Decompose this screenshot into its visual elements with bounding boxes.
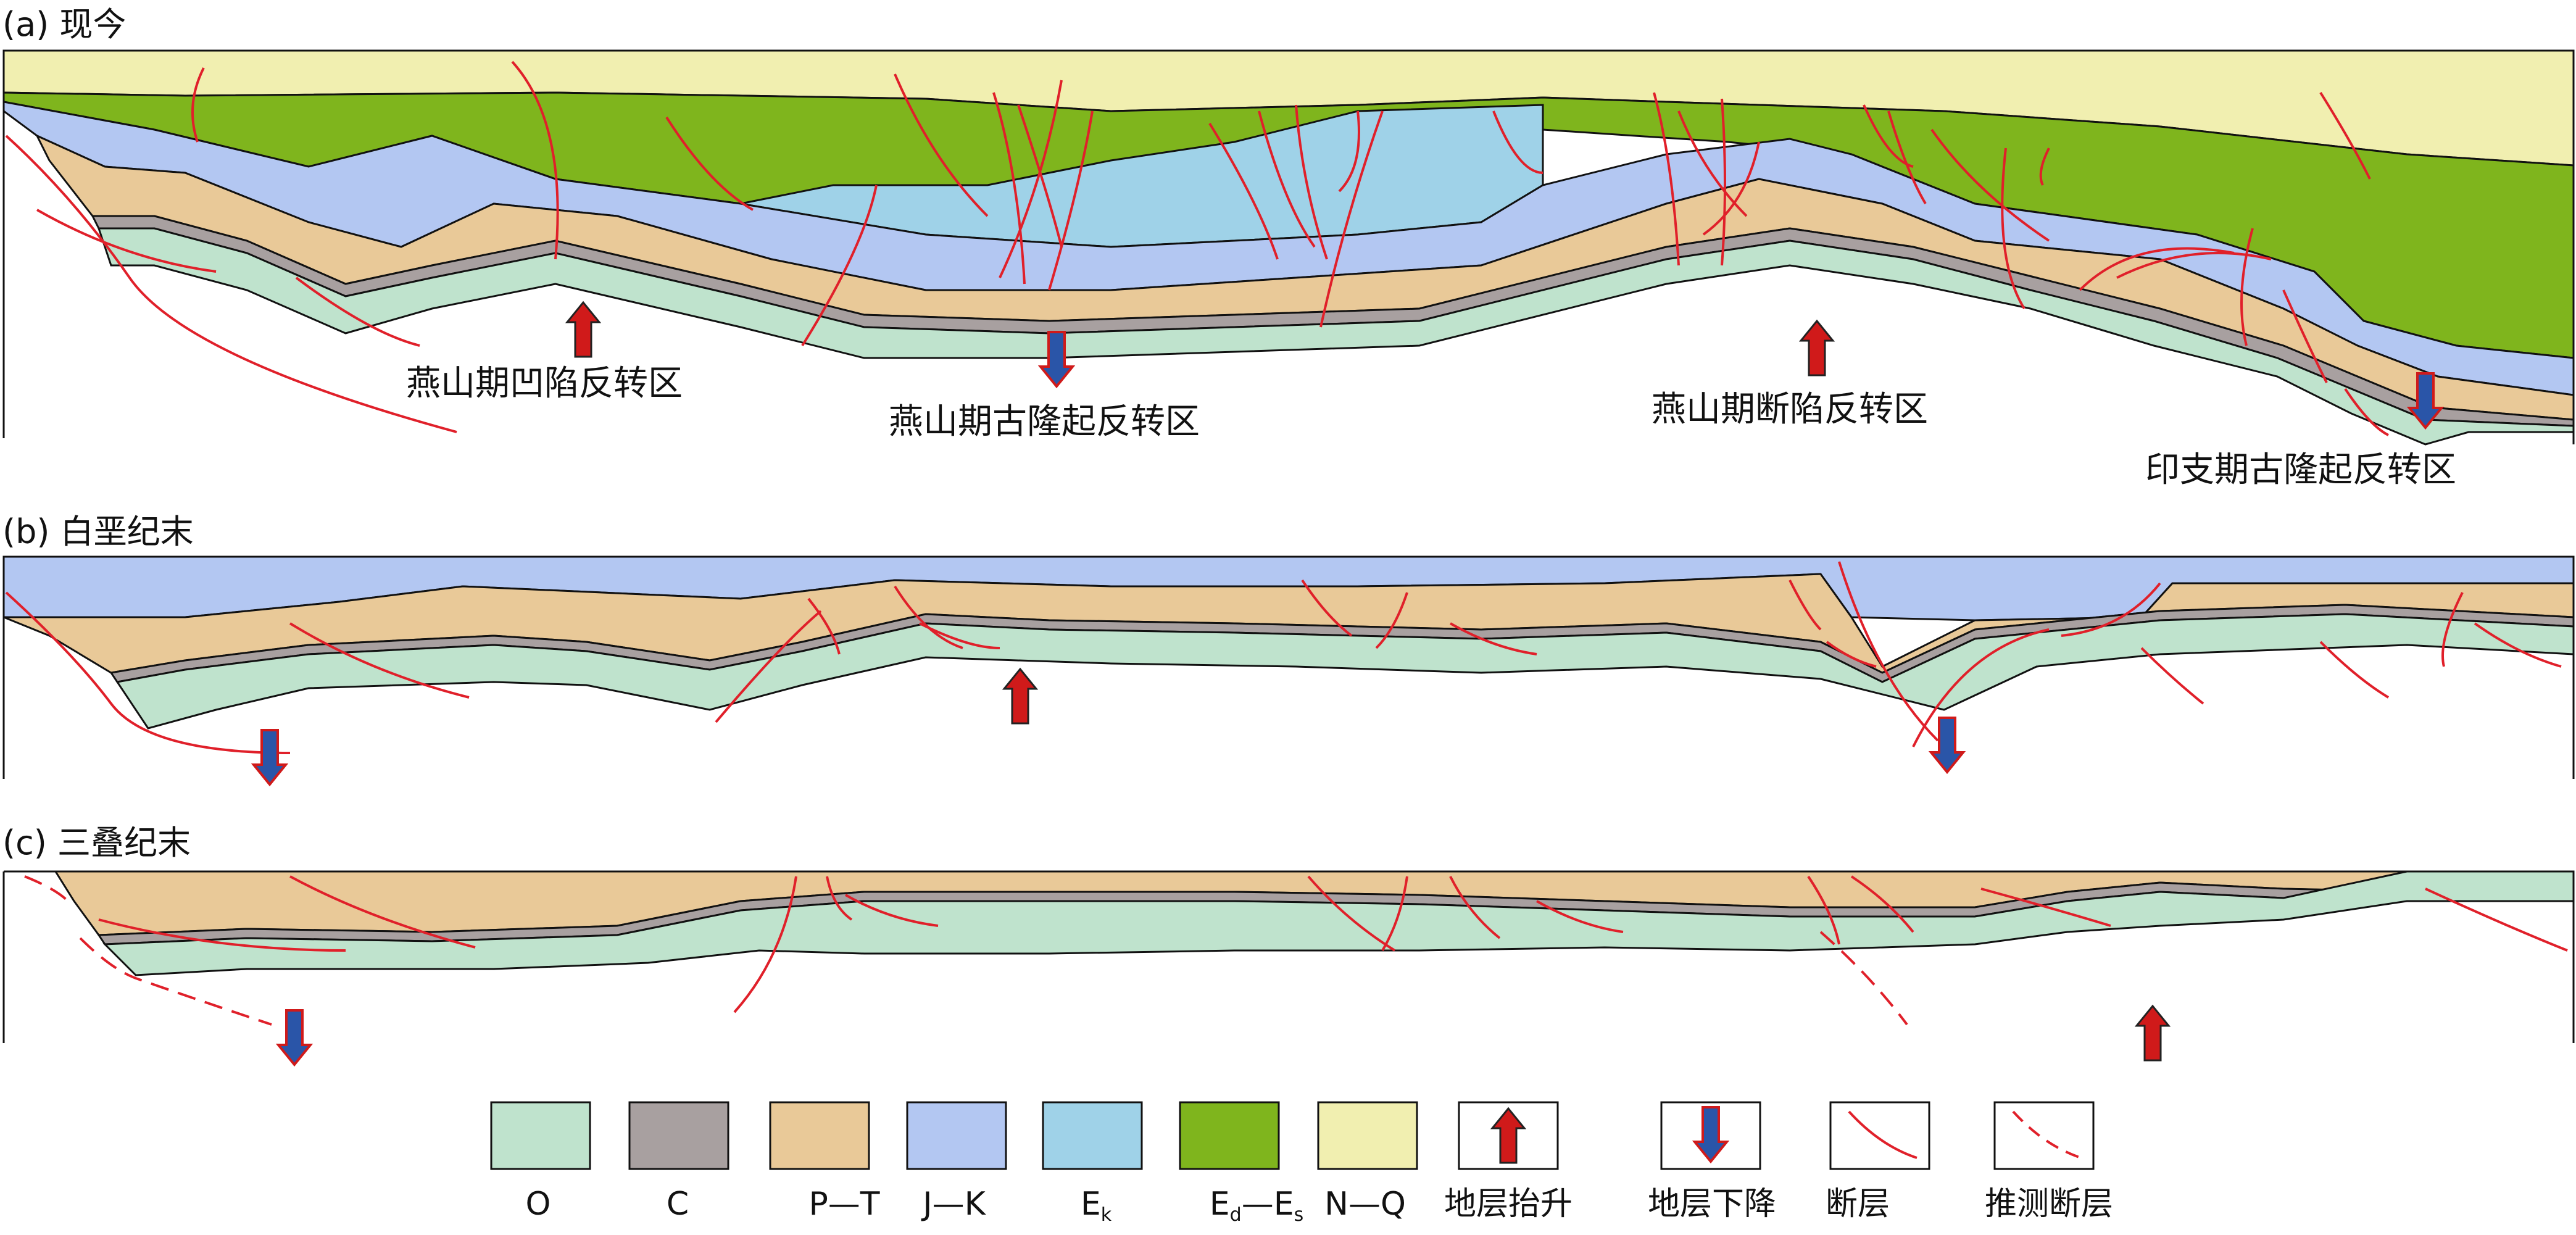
uplift-arrow-a2 bbox=[1800, 320, 1834, 376]
legend-item-jk: J—K bbox=[906, 1101, 1007, 1223]
legend-swatch bbox=[906, 1101, 1007, 1170]
faults-c bbox=[24, 875, 2568, 1026]
legend-label: 地层下降 bbox=[1648, 1186, 1776, 1223]
legend-item-fault: 断层 bbox=[1826, 1101, 1930, 1223]
panel-a: (a) 现今 bbox=[2, 5, 2575, 490]
legend-swatch bbox=[1317, 1101, 1418, 1170]
legend-label: P—T bbox=[808, 1186, 879, 1223]
legend-label: J—K bbox=[921, 1186, 986, 1223]
legend-item-pt: P—T bbox=[769, 1101, 880, 1223]
legend-item-down: 地层下降 bbox=[1648, 1101, 1776, 1223]
legend: O C P—T J—K Ek Ed—Es N—Q 地层抬升 地层下降 断层 推测断层 bbox=[490, 1101, 2113, 1226]
legend-item-inferred: 推测断层 bbox=[1985, 1101, 2113, 1223]
panel-b-title: (b) 白垩纪末 bbox=[2, 512, 194, 551]
legend-label: Ek bbox=[1081, 1186, 1112, 1226]
subside-arrow-b2 bbox=[1930, 717, 1964, 773]
panel-c: (c) 三叠纪末 bbox=[2, 823, 2575, 1066]
legend-item-edes: Ed—Es bbox=[1179, 1101, 1303, 1226]
uplift-arrow-a1 bbox=[566, 301, 600, 358]
zone-label-a1: 燕山期凹陷反转区 bbox=[406, 364, 683, 404]
fault-line-icon bbox=[1848, 1110, 1917, 1159]
faults-b bbox=[5, 561, 2562, 754]
legend-swatch bbox=[490, 1101, 591, 1170]
zone-label-a2: 燕山期古隆起反转区 bbox=[889, 402, 1200, 442]
legend-swatch bbox=[1179, 1101, 1280, 1170]
legend-label: 断层 bbox=[1826, 1186, 1890, 1223]
subside-arrow-c1 bbox=[277, 1009, 312, 1066]
uplift-arrow-b1 bbox=[1003, 668, 1037, 725]
zone-label-a4: 印支期古隆起反转区 bbox=[2145, 450, 2456, 490]
legend-label: N—Q bbox=[1324, 1186, 1406, 1223]
legend-item-ek: Ek bbox=[1042, 1101, 1143, 1226]
legend-item-o: O bbox=[490, 1101, 591, 1223]
legend-label: C bbox=[667, 1186, 689, 1223]
legend-swatch bbox=[628, 1101, 729, 1170]
legend-item-c: C bbox=[628, 1101, 729, 1223]
panel-b: (b) 白垩纪末 bbox=[2, 512, 2575, 786]
legend-label: 推测断层 bbox=[1985, 1186, 2113, 1223]
legend-swatch bbox=[1993, 1101, 2095, 1170]
legend-swatch bbox=[1042, 1101, 1143, 1170]
panel-c-title: (c) 三叠纪末 bbox=[2, 823, 191, 862]
uplift-arrow-c1 bbox=[2135, 1005, 2170, 1062]
panel-a-title: (a) 现今 bbox=[2, 5, 126, 44]
legend-item-up: 地层抬升 bbox=[1444, 1101, 1573, 1223]
legend-label: O bbox=[526, 1186, 551, 1223]
layer-o-b bbox=[115, 613, 2575, 730]
legend-swatch bbox=[1829, 1101, 1930, 1170]
legend-label: Ed—Es bbox=[1210, 1186, 1303, 1226]
legend-item-nq: N—Q bbox=[1317, 1101, 1418, 1223]
legend-label: 地层抬升 bbox=[1444, 1186, 1573, 1223]
faults-a bbox=[5, 60, 2389, 436]
layer-o-a bbox=[97, 227, 2575, 446]
inferred-fault-line-icon bbox=[2012, 1110, 2082, 1159]
legend-swatch bbox=[769, 1101, 870, 1170]
layer-o-c bbox=[102, 870, 2575, 976]
zone-label-a3: 燕山期断陷反转区 bbox=[1652, 389, 1928, 430]
subside-arrow-b1 bbox=[252, 729, 287, 786]
